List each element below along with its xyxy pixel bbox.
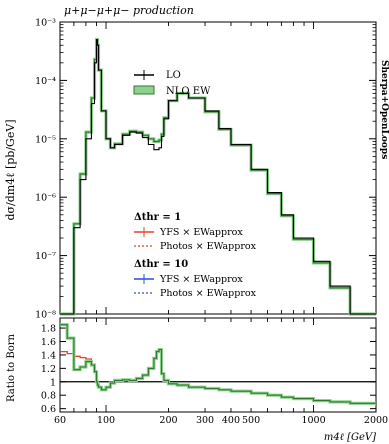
ratio-ytick-label: 1.2 <box>41 364 56 375</box>
legend-nlo-label: NLO EW <box>166 86 211 97</box>
ratio-ytick-label: 1.6 <box>41 337 56 348</box>
legend-lo-label: LO <box>166 70 181 81</box>
xlabel: m4ℓ [GeV] <box>324 432 376 443</box>
ratio-xtick-label: 400 <box>222 415 240 426</box>
ratio-xtick-label: 200 <box>159 415 177 426</box>
ratio-xtick-label: 300 <box>196 415 214 426</box>
legend-nlo-swatch <box>133 85 155 95</box>
ratio-ytick-label: 0.8 <box>41 391 56 402</box>
main-ytick-label: 10⁻⁴ <box>35 76 56 87</box>
ratio-xtick-label: 60 <box>54 415 66 426</box>
ratio-ytick-label: 1 <box>50 377 56 388</box>
ratio-series-nlo-band <box>60 323 376 405</box>
ratio-series-nlo <box>60 324 376 404</box>
main-ylabel: dσ/dm4ℓ [pb/GeV] <box>4 119 17 220</box>
series-nlo-band <box>60 38 376 316</box>
ratio-frame <box>59 317 377 413</box>
legend-yfs2-label: YFS × EWapprox <box>159 274 243 285</box>
legend-main: LO NLO EW Δthr = 1 YFS × EWapprox Photos… <box>133 70 257 299</box>
ratio-ytick-label: 0.6 <box>41 404 56 415</box>
side-label: Sherpa+OpenLoops <box>379 60 389 159</box>
main-ytick-label: 10⁻⁵ <box>35 134 56 145</box>
ratio-xtick-label: 1000 <box>301 415 325 426</box>
legend-photos1-label: Photos × EWapprox <box>160 241 257 252</box>
legend-group1-title: Δthr = 1 <box>134 212 181 223</box>
ratio-plot: 60 100 200 300 400 500 1000 2000 0.6 0.8 1 1.2 1.4 1.… <box>41 317 388 426</box>
main-frame <box>59 21 377 315</box>
main-plot: 10⁻⁸ 10⁻⁷ 10⁻⁶ 10⁻⁵ 10⁻⁴ 10⁻³ <box>35 18 377 321</box>
main-ytick-label: 10⁻⁶ <box>35 193 56 204</box>
ratio-series-yfs <box>60 348 376 404</box>
ratio-xtick-label: 500 <box>242 415 260 426</box>
ratio-xtick-label: 100 <box>97 415 115 426</box>
main-ytick-label: 10⁻⁸ <box>35 310 56 321</box>
ratio-ylabel: Ratio to Born <box>6 333 17 402</box>
ratio-xtick-label: 2000 <box>364 415 388 426</box>
ratio-ytick-label: 1.4 <box>41 350 56 361</box>
ratio-ytick-label: 1.8 <box>41 324 56 335</box>
chart-title: μ+μ−μ+μ− production <box>64 4 194 17</box>
legend-yfs1-label: YFS × EWapprox <box>159 227 243 238</box>
main-ytick-label: 10⁻⁷ <box>35 251 56 262</box>
legend-photos2-label: Photos × EWapprox <box>160 288 257 299</box>
legend-group2-title: Δthr = 10 <box>134 259 188 270</box>
series-lo <box>60 39 376 315</box>
main-ytick-label: 10⁻³ <box>35 18 56 29</box>
